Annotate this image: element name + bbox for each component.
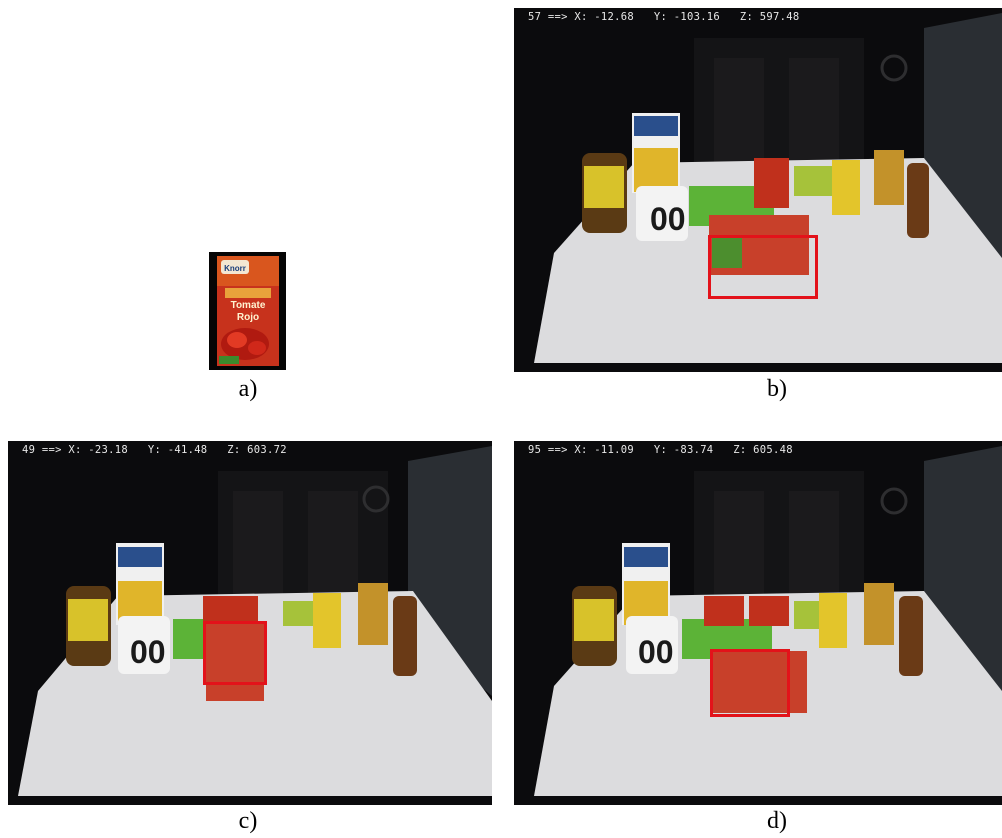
caption-d: d) bbox=[767, 808, 787, 834]
pose-z: 605.48 bbox=[753, 444, 793, 456]
template-brand: Knorr bbox=[224, 264, 246, 273]
template-line-2: Rojo bbox=[237, 312, 259, 323]
pose-x: -11.09 bbox=[594, 444, 634, 456]
scene-image-d: 00 bbox=[514, 441, 1002, 805]
pose-readout-b: 57 ==> X: -12.68 Y: -103.16 Z: 597.48 bbox=[528, 11, 800, 23]
caption-a: a) bbox=[238, 376, 258, 402]
template-image: Knorr Tomate Rojo bbox=[209, 252, 286, 370]
scene-frame-b: 00 57 ==> X: -12.68 Y: -103.16 Z: 597.48 bbox=[514, 8, 1002, 372]
scene-image-b: 00 bbox=[514, 8, 1002, 372]
svg-text:00: 00 bbox=[638, 634, 674, 670]
template-line-1: Tomate bbox=[231, 300, 266, 311]
pose-x: -23.18 bbox=[88, 444, 128, 456]
pose-z: 603.72 bbox=[247, 444, 287, 456]
frame-number: 57 bbox=[528, 11, 542, 23]
detection-box-c bbox=[203, 621, 267, 685]
pose-y: -41.48 bbox=[167, 444, 208, 456]
frame-number: 49 bbox=[22, 444, 36, 456]
pose-y: -103.16 bbox=[673, 11, 721, 23]
svg-text:00: 00 bbox=[130, 634, 166, 670]
pose-x: -12.68 bbox=[594, 11, 634, 23]
svg-text:00: 00 bbox=[650, 201, 686, 237]
caption-c: c) bbox=[238, 808, 258, 834]
pose-z: 597.48 bbox=[759, 11, 800, 23]
detection-box-d bbox=[710, 649, 790, 717]
scene-frame-d: 00 95 ==> X: -11.09 Y: -83.74 Z: 605.48 bbox=[514, 441, 1002, 805]
frame-number: 95 bbox=[528, 444, 542, 456]
pose-readout-c: 49 ==> X: -23.18 Y: -41.48 Z: 603.72 bbox=[22, 444, 287, 456]
scene-frame-c: 00 49 ==> X: -23.18 Y: -41.48 Z: 603.72 bbox=[8, 441, 492, 805]
pose-readout-d: 95 ==> X: -11.09 Y: -83.74 Z: 605.48 bbox=[528, 444, 793, 456]
pose-y: -83.74 bbox=[673, 444, 714, 456]
detection-box-b bbox=[708, 235, 818, 299]
caption-b: b) bbox=[767, 376, 787, 402]
